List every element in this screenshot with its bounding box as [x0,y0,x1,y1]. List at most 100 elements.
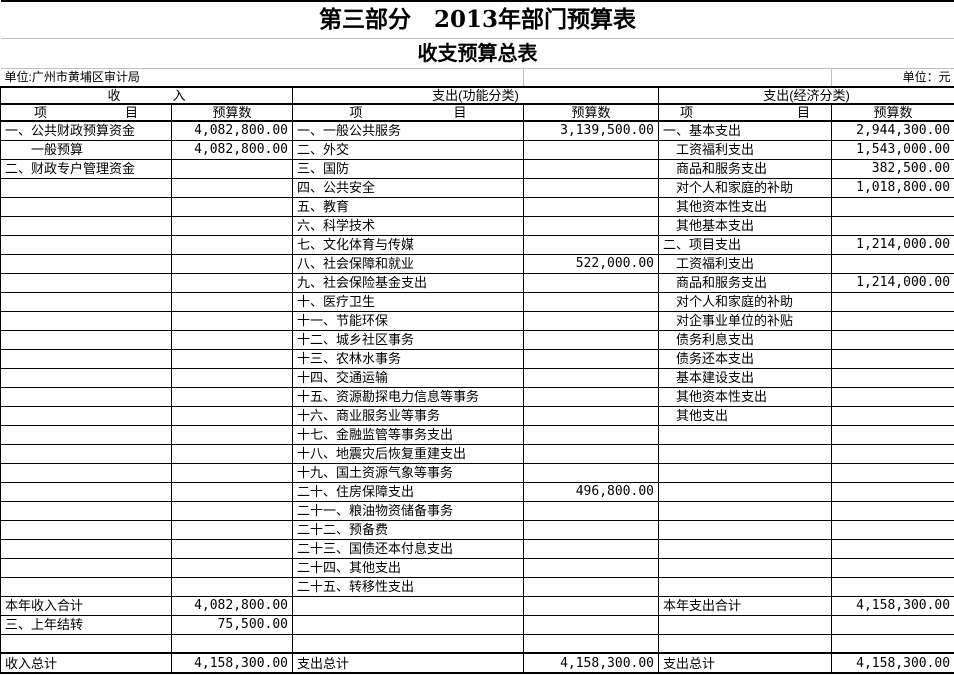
item-value-cell [523,443,659,464]
item-value-cell: 4,082,800.00 [171,120,293,141]
table-row: 一、公共财政预算资金 4,082,800.00 一、一般公共服务 3,139,500.… [0,120,954,141]
item-value-cell [171,481,293,502]
summary-label-cell [523,595,659,616]
summary-label-cell [292,614,524,635]
item-value-cell [171,196,293,217]
item-value-cell [171,443,293,464]
item-label-cell: 四、公共安全 [292,177,524,198]
item-label-cell: 二十三、国债还本付息支出 [292,538,524,559]
item-label-cell: 工资福利支出 [658,139,832,160]
item-label-cell [658,500,832,521]
table-row: 二、财政专户管理资金 三、国防 商品和服务支出 382,500.00 [0,158,954,179]
summary-value-cell: 4,082,800.00 [171,595,293,616]
item-label-cell: 十一、节能环保 [292,310,524,331]
item-label-cell [658,538,832,559]
table-row: 十五、资源勘探电力信息等事务 其他资本性支出 [0,386,954,407]
item-value-cell [171,538,293,559]
item-value-cell [523,500,659,521]
item-value-cell [171,272,293,293]
item-label-cell [658,481,832,502]
summary-label-cell: 三、上年结转 [0,614,172,635]
item-value-cell [523,557,659,578]
item-value-cell [171,386,293,407]
unit-row: 单位:广州市黄埔区审计局 单位：元 [1,68,954,87]
item-value-cell [171,424,293,445]
item-value-cell [523,215,659,236]
summary-label-cell [523,633,659,654]
item-label-cell: 二、外交 [292,139,524,160]
subtitle-row: 收支预算总表 [0,38,954,69]
table-row: 四、公共安全 对个人和家庭的补助 1,018,800.00 [0,177,954,198]
item-label-cell: 二十、住房保障支出 [292,481,524,502]
item-value-cell: 522,000.00 [523,253,659,274]
item-value-cell [171,557,293,578]
table-row: 十九、国土资源气象等事务 [0,462,954,483]
item-label-cell [658,557,832,578]
item-value-cell [171,462,293,483]
item-value-cell: 1,214,000.00 [830,234,954,255]
item-label-cell [658,462,832,483]
item-value-cell [523,405,659,426]
item-label-cell [0,272,172,293]
item-value-cell [171,234,293,255]
item-value-cell [830,462,954,483]
summary-row: 三、上年结转 75,500.00 [0,614,954,635]
item-label-cell [0,424,172,445]
summary-label-cell [0,633,172,654]
item-value-cell: 2,944,300.00 [830,120,954,141]
item-value-cell [523,576,659,597]
item-value-cell [523,139,659,160]
table-row: 十、医疗卫生 对个人和家庭的补助 [0,291,954,312]
item-label-cell: 其他基本支出 [658,215,832,236]
summary-label-cell: 本年支出合计 [658,595,832,616]
table-row: 十一、节能环保 对企事业单位的补贴 [0,310,954,331]
item-value-cell [523,196,659,217]
summary-label-cell: 本年收入合计 [0,595,172,616]
item-value-cell [171,329,293,350]
item-label-cell [0,291,172,312]
item-label-cell: 十二、城乡社区事务 [292,329,524,350]
item-label-cell [0,443,172,464]
item-value-cell [830,291,954,312]
item-value-cell [830,519,954,540]
item-value-cell [523,158,659,179]
item-label-cell: 十九、国土资源气象等事务 [292,462,524,483]
page-title: 第三部分 2013年部门预算表 [0,0,954,39]
item-label-cell: 十三、农林水事务 [292,348,524,369]
item-value-cell [523,272,659,293]
item-label-cell: 一、基本支出 [658,120,832,141]
item-value-cell: 4,082,800.00 [171,139,293,160]
item-label-cell: 三、国防 [292,158,524,179]
item-label-cell [0,215,172,236]
unit-middle-cell [523,68,832,87]
economic-value-col-header: 预算数 [830,103,954,122]
table-row: 十四、交通运输 基本建设支出 [0,367,954,388]
item-label-cell: 十六、商业服务业等事务 [292,405,524,426]
item-label-cell [0,196,172,217]
table-row: 一般预算 4,082,800.00 二、外交 工资福利支出 1,543,000.00 [0,139,954,160]
total-row: 收入总计 4,158,300.00 支出总计 4,158,300.00 支出总计 4,15… [0,652,954,674]
page-subtitle: 收支预算总表 [0,38,954,69]
item-label-cell: 工资福利支出 [658,253,832,274]
item-value-cell [171,500,293,521]
function-group-header: 支出(功能分类) [292,86,659,105]
item-label-cell: 其他资本性支出 [658,386,832,407]
item-value-cell [523,348,659,369]
title-row: 第三部分 2013年部门预算表 [0,0,954,39]
summary-value-cell: 4,158,300.00 [171,652,293,674]
item-value-cell [830,443,954,464]
table-row: 十三、农林水事务 债务还本支出 [0,348,954,369]
item-label-cell [0,310,172,331]
item-value-cell [523,234,659,255]
item-value-cell [830,329,954,350]
item-value-cell [830,215,954,236]
item-value-cell [171,253,293,274]
item-value-cell [830,253,954,274]
item-value-cell [830,481,954,502]
summary-label-cell [171,633,293,654]
summary-row [0,633,954,654]
summary-label-cell [523,614,659,635]
table-row: 二十三、国债还本付息支出 [0,538,954,559]
table-row: 八、社会保障和就业 522,000.00 工资福利支出 [0,253,954,274]
